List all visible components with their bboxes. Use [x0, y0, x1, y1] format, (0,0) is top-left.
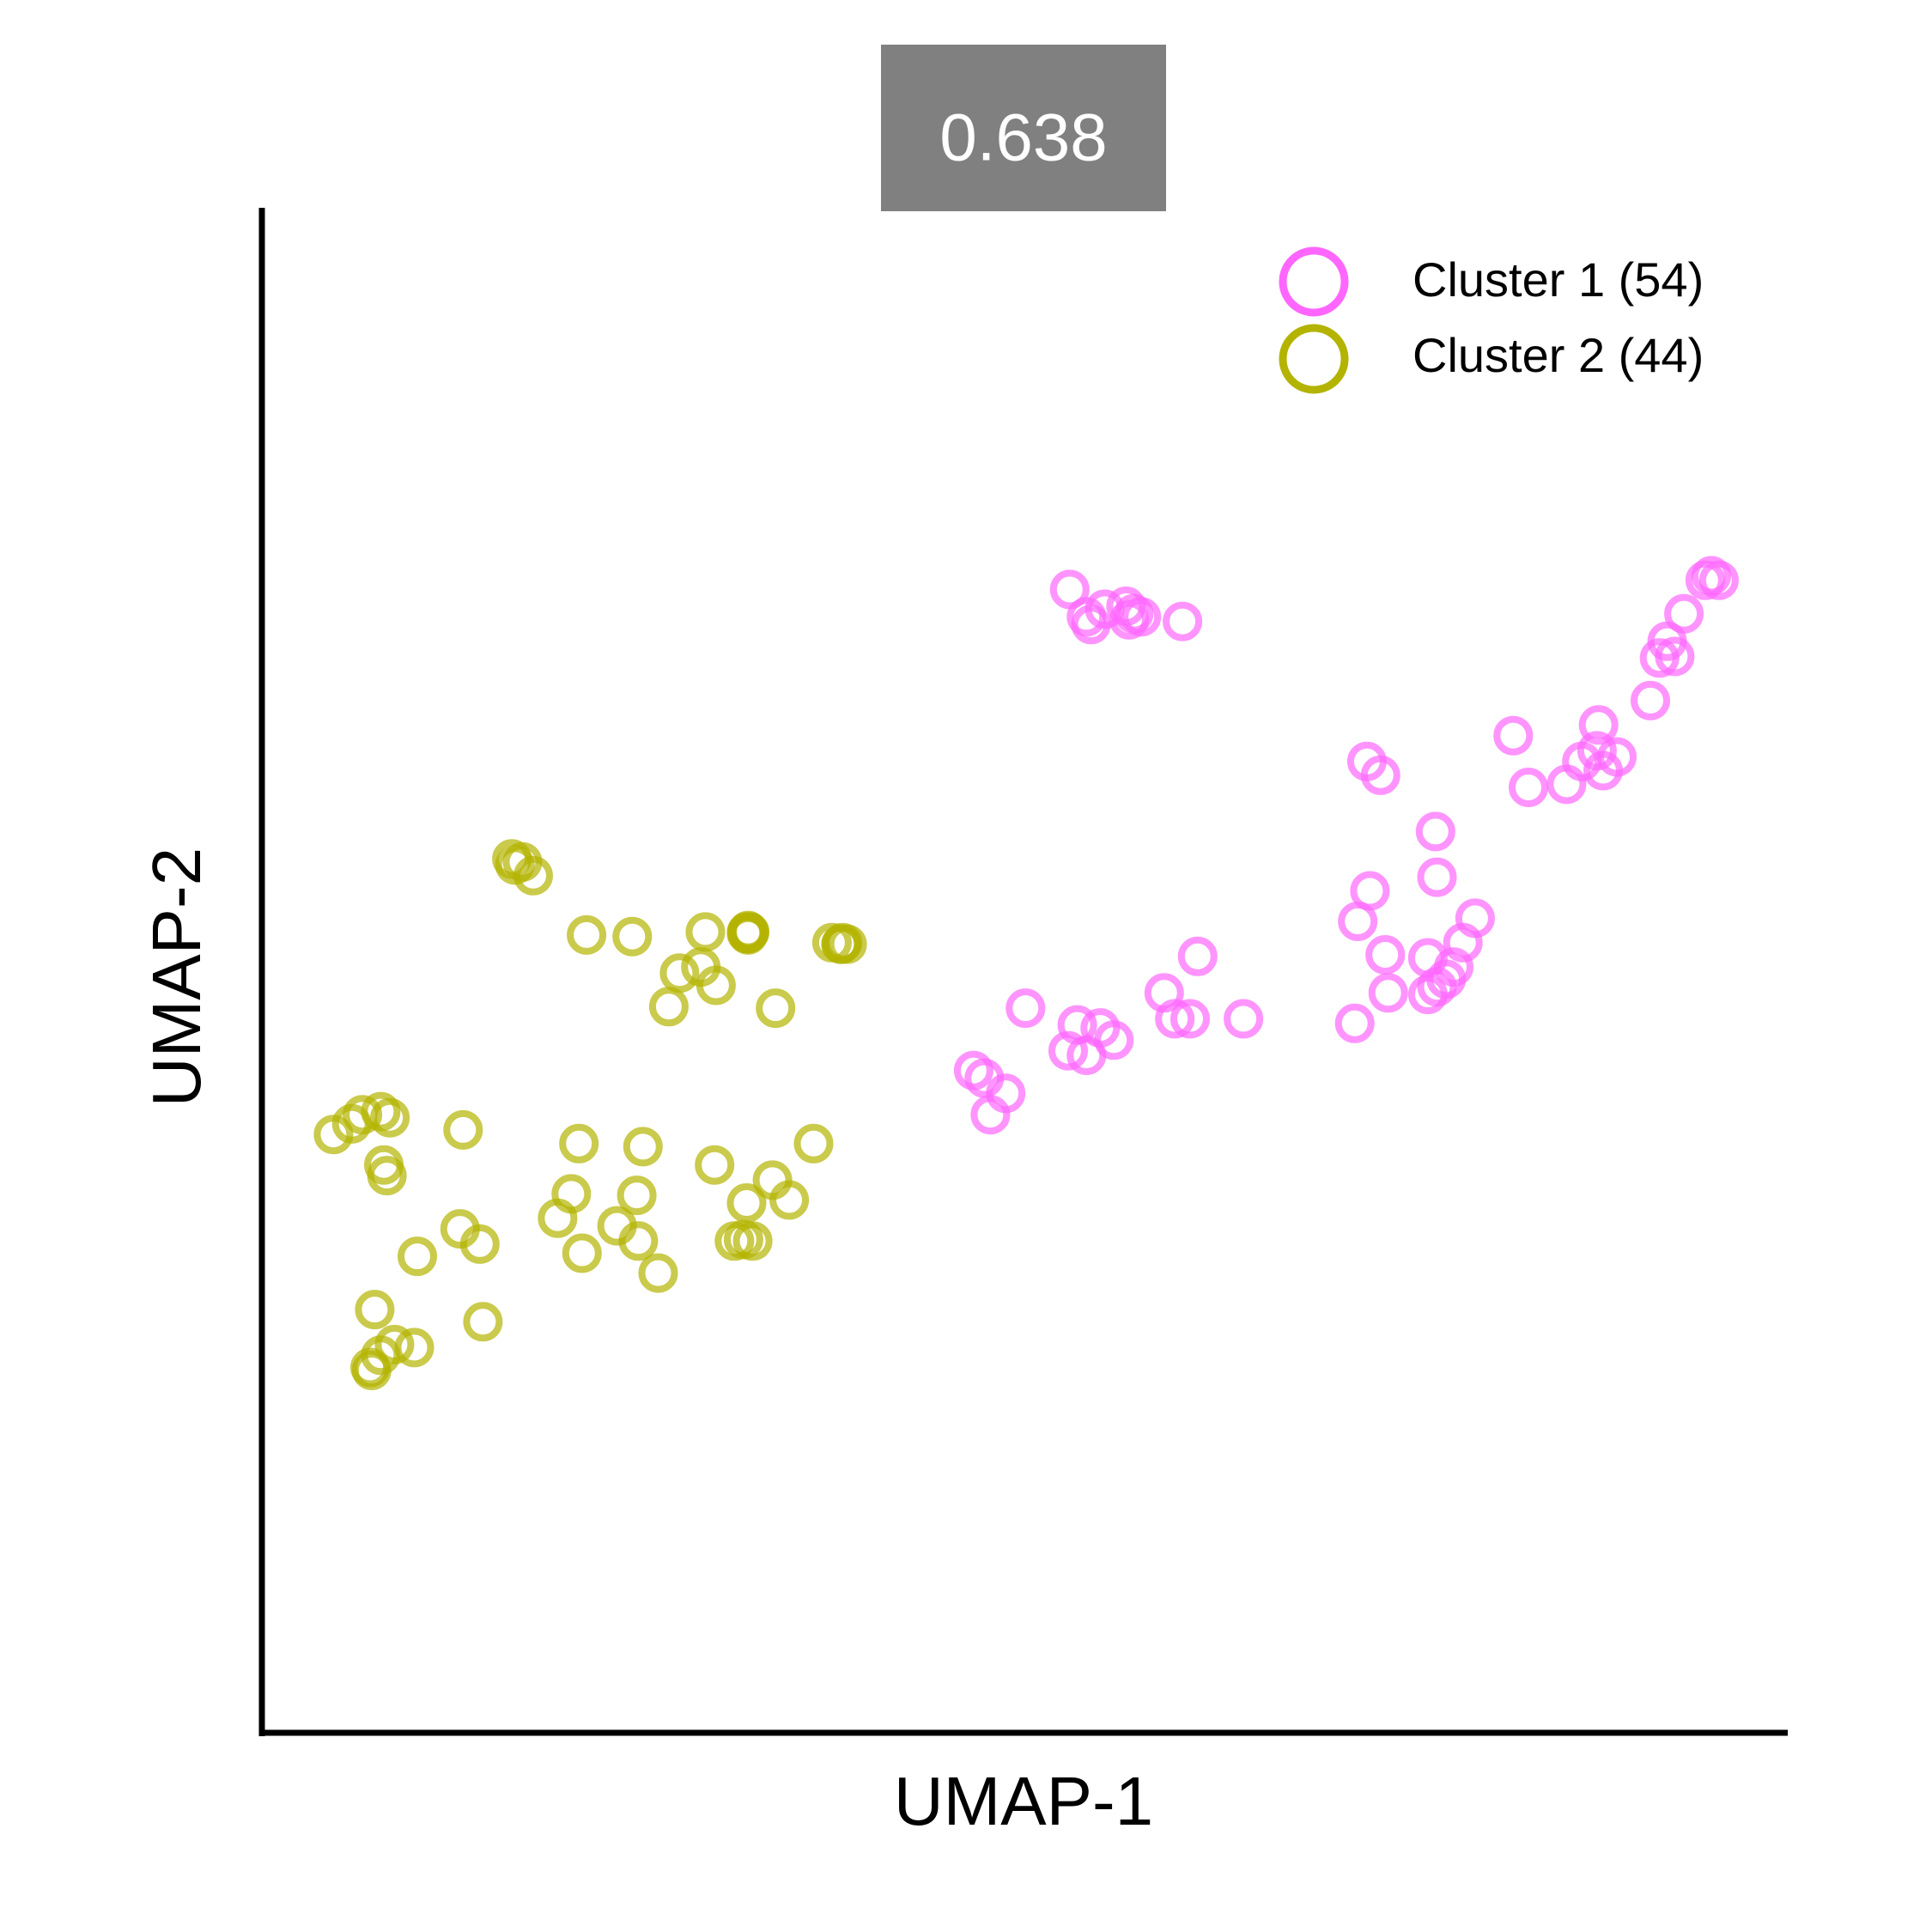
- legend-label-cluster-1: Cluster 1 (54): [1413, 252, 1704, 307]
- cluster-1-point: [1121, 597, 1162, 637]
- cluster-2-point: [695, 1145, 735, 1185]
- cluster-2-point: [443, 1109, 483, 1150]
- cluster-2-point: [513, 855, 553, 896]
- cluster-2-point: [538, 1198, 578, 1238]
- cluster-2-point: [343, 1095, 383, 1135]
- cluster-2-point: [355, 1290, 395, 1330]
- cluster-1-point: [1334, 1003, 1375, 1043]
- cluster-2-point: [638, 1253, 678, 1293]
- cluster-2-point: [623, 1127, 663, 1167]
- cluster-1-point: [1365, 935, 1406, 975]
- title-box: [881, 45, 1166, 211]
- cluster-2-point: [367, 1156, 407, 1196]
- cluster-2-point: [659, 953, 700, 993]
- cluster-2-point: [823, 922, 863, 963]
- cluster-1-point: [1005, 988, 1046, 1029]
- cluster-1-point: [1417, 857, 1457, 897]
- cluster-2-point: [726, 1183, 767, 1223]
- cluster-1-point: [1048, 1030, 1088, 1071]
- cluster-2-point: [756, 988, 796, 1029]
- cluster-2-point: [562, 1233, 602, 1273]
- cluster-1-point: [1578, 705, 1619, 745]
- legend-marker-cluster-2: [1279, 324, 1349, 394]
- chart-title: 0.638: [939, 100, 1107, 175]
- cluster-2-point: [350, 1347, 390, 1388]
- cluster-1-point: [1368, 973, 1408, 1013]
- cluster-2-point: [618, 1221, 659, 1261]
- cluster-2-point: [567, 914, 607, 955]
- cluster-2-point: [559, 1123, 599, 1163]
- cluster-1-point: [1163, 601, 1203, 641]
- cluster-1-point: [1350, 871, 1390, 911]
- cluster-2-point: [723, 1219, 763, 1260]
- cluster-1-point: [970, 1095, 1011, 1135]
- y-axis-label: UMAP-2: [138, 848, 215, 1107]
- cluster-1-point: [1170, 999, 1210, 1039]
- cluster-1-point: [1631, 680, 1670, 720]
- cluster-2-point: [617, 1176, 657, 1216]
- cluster-1-point: [1698, 560, 1739, 600]
- cluster-1-point: [1434, 947, 1473, 987]
- cluster-1-point: [1493, 715, 1534, 756]
- cluster-2-point: [440, 1209, 480, 1249]
- points-layer: [313, 556, 1739, 1390]
- cluster-1-point: [1177, 936, 1218, 976]
- cluster-2-point: [685, 912, 726, 952]
- cluster-2-point: [612, 916, 653, 957]
- cluster-2-point: [769, 1180, 810, 1220]
- cluster-1-point: [1664, 593, 1704, 634]
- cluster-1-point: [1509, 768, 1548, 807]
- cluster-1-point: [1155, 999, 1195, 1039]
- cluster-1-point: [1094, 1020, 1134, 1060]
- cluster-2-point: [648, 987, 689, 1027]
- cluster-2-point: [463, 1302, 503, 1342]
- cluster-1-point: [1455, 898, 1495, 939]
- cluster-1-point: [1415, 811, 1455, 852]
- cluster-2-point: [398, 1236, 437, 1277]
- cluster-1-point: [1583, 750, 1623, 791]
- cluster-1-point: [1655, 636, 1695, 677]
- legend-marker-cluster-1: [1279, 246, 1349, 317]
- cluster-1-point: [1360, 755, 1400, 795]
- cluster-2-point: [730, 912, 769, 952]
- cluster-1-point: [1577, 731, 1617, 771]
- legend-label-cluster-2: Cluster 2 (44): [1413, 328, 1704, 382]
- cluster-2-point: [793, 1123, 834, 1163]
- legend: Cluster 1 (54) Cluster 2 (44): [1279, 246, 1704, 394]
- cluster-1-point: [1049, 569, 1090, 610]
- x-axis-label: UMAP-1: [894, 1763, 1153, 1839]
- cluster-1-point: [1224, 999, 1264, 1039]
- cluster-2-point: [370, 1097, 410, 1138]
